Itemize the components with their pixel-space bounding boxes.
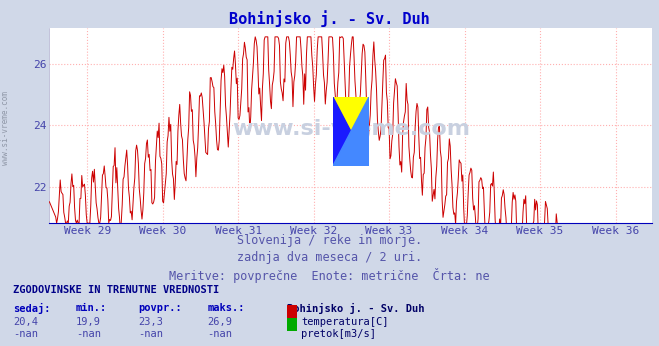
Text: www.si-vreme.com: www.si-vreme.com bbox=[1, 91, 10, 165]
Text: -nan: -nan bbox=[13, 329, 38, 339]
Text: Meritve: povprečne  Enote: metrične  Črta: ne: Meritve: povprečne Enote: metrične Črta:… bbox=[169, 268, 490, 283]
Text: pretok[m3/s]: pretok[m3/s] bbox=[301, 329, 376, 339]
Text: ZGODOVINSKE IN TRENUTNE VREDNOSTI: ZGODOVINSKE IN TRENUTNE VREDNOSTI bbox=[13, 285, 219, 295]
Text: temperatura[C]: temperatura[C] bbox=[301, 317, 389, 327]
Text: 23,3: 23,3 bbox=[138, 317, 163, 327]
Text: -nan: -nan bbox=[76, 329, 101, 339]
Polygon shape bbox=[333, 97, 369, 166]
Text: 19,9: 19,9 bbox=[76, 317, 101, 327]
Text: maks.:: maks.: bbox=[208, 303, 245, 313]
Text: Bohinjsko j. - Sv. Duh: Bohinjsko j. - Sv. Duh bbox=[287, 303, 424, 314]
Polygon shape bbox=[333, 97, 351, 166]
Text: Bohinjsko j. - Sv. Duh: Bohinjsko j. - Sv. Duh bbox=[229, 10, 430, 27]
Text: www.si-vreme.com: www.si-vreme.com bbox=[232, 119, 470, 139]
Text: Slovenija / reke in morje.: Slovenija / reke in morje. bbox=[237, 234, 422, 247]
Text: 20,4: 20,4 bbox=[13, 317, 38, 327]
Polygon shape bbox=[333, 97, 369, 166]
Text: -nan: -nan bbox=[138, 329, 163, 339]
Text: sedaj:: sedaj: bbox=[13, 303, 51, 314]
Text: -nan: -nan bbox=[208, 329, 233, 339]
Text: 26,9: 26,9 bbox=[208, 317, 233, 327]
Text: min.:: min.: bbox=[76, 303, 107, 313]
Text: povpr.:: povpr.: bbox=[138, 303, 182, 313]
Polygon shape bbox=[333, 97, 369, 166]
Text: zadnja dva meseca / 2 uri.: zadnja dva meseca / 2 uri. bbox=[237, 251, 422, 264]
